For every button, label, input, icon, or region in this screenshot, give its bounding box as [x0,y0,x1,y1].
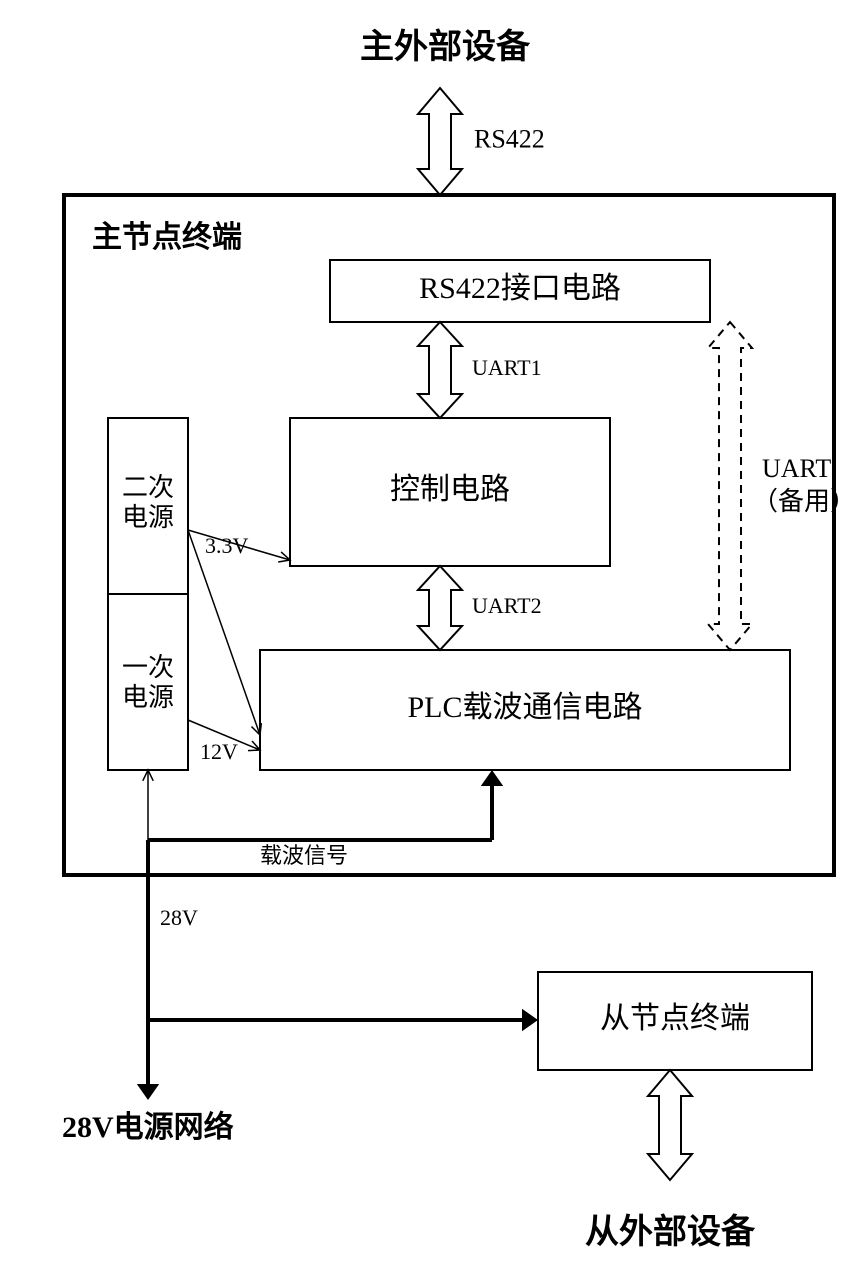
svg-text:电源: 电源 [122,683,174,712]
svg-text:RS422: RS422 [474,124,545,153]
plc-carrier-box: PLC载波通信电路 [260,650,790,770]
svg-text:从外部设备: 从外部设备 [585,1213,756,1251]
svg-text:一次: 一次 [122,653,174,682]
external-device-top: 主外部设备 RS422 [360,28,545,195]
svg-text:UART2: UART2 [472,593,542,618]
power-supply-box: 二次电源一次电源 [108,418,188,770]
svg-text:PLC载波通信电路: PLC载波通信电路 [407,691,642,724]
svg-text:12V: 12V [200,739,238,764]
svg-text:RS422接口电路: RS422接口电路 [419,272,621,305]
rs422-interface-box: RS422接口电路 [330,260,710,322]
power-bus: 载波信号 28V 28V电源网络 [62,770,538,1144]
svg-text:28V电源网络: 28V电源网络 [62,1110,234,1144]
svg-text:电源: 电源 [122,503,174,532]
svg-text:28V: 28V [160,905,198,930]
svg-text:UART1: UART1 [472,355,542,380]
svg-text:UART: UART [762,454,831,483]
svg-text:（备用）: （备用） [752,487,856,516]
svg-text:主节点终端: 主节点终端 [92,221,242,254]
svg-text:二次: 二次 [122,473,174,502]
control-circuit-box: 控制电路 [290,418,610,566]
svg-text:主外部设备: 主外部设备 [360,28,531,66]
svg-text:控制电路: 控制电路 [390,473,510,506]
svg-text:载波信号: 载波信号 [260,843,348,868]
svg-text:3.3V: 3.3V [205,533,249,558]
slave-node-terminal: 从节点终端从外部设备 [538,972,812,1251]
svg-text:从节点终端: 从节点终端 [600,1002,750,1035]
